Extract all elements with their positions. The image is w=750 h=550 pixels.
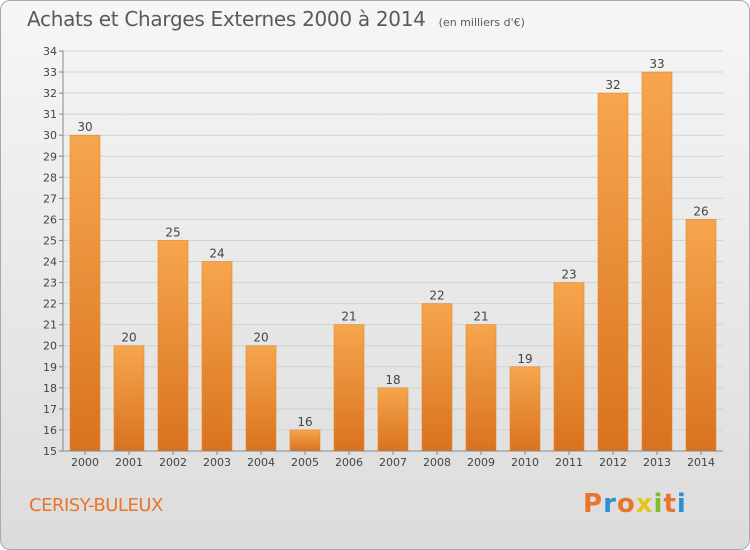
bar [641,71,673,452]
bar [69,134,101,452]
x-tick-label: 2003 [203,456,231,469]
logo-letter: x [635,489,654,519]
data-label: 30 [77,120,92,134]
y-tick-label: 16 [43,424,57,437]
bar [333,324,365,452]
x-tick-label: 2000 [71,456,99,469]
bar [509,366,541,452]
logo-letter: P [583,489,604,519]
data-label: 25 [165,225,180,239]
data-label: 21 [473,310,488,324]
bar [465,324,497,452]
bar [289,429,321,452]
bar [685,219,717,452]
y-tick-label: 19 [43,361,57,374]
proxiti-logo[interactable]: Proxiti [583,489,687,519]
x-tick-label: 2004 [247,456,275,469]
bar [245,345,277,452]
x-tick-label: 2010 [511,456,539,469]
bar [113,345,145,452]
x-tick-label: 2006 [335,456,363,469]
y-tick-label: 32 [43,87,57,100]
logo-letter: r [603,489,617,519]
logo-letter: i [676,489,687,519]
data-label: 20 [121,331,136,345]
x-tick-label: 2012 [599,456,627,469]
title-row: Achats et Charges Externes 2000 à 2014 (… [27,7,525,31]
y-tick-label: 29 [43,150,57,163]
bar [377,387,409,452]
bar [157,240,189,452]
logo-letter: t [663,489,677,519]
data-label: 19 [517,352,532,366]
y-tick-label: 20 [43,340,57,353]
logo-letter: i [653,489,664,519]
bar [597,92,629,452]
y-tick-label: 34 [43,45,57,58]
y-tick-label: 15 [43,445,57,458]
data-label: 20 [253,331,268,345]
x-tick-label: 2001 [115,456,143,469]
x-tick-label: 2011 [555,456,583,469]
y-tick-label: 26 [43,213,57,226]
chart-subtitle: (en milliers d'€) [438,16,525,29]
bar [553,282,585,452]
y-tick-label: 30 [43,129,57,142]
y-tick-label: 31 [43,108,57,121]
y-tick-label: 21 [43,319,57,332]
x-tick-label: 2008 [423,456,451,469]
chart-title: Achats et Charges Externes 2000 à 2014 [27,7,426,31]
data-label: 23 [561,268,576,282]
data-label: 32 [605,78,620,92]
bar [201,261,233,452]
y-tick-label: 24 [43,256,57,269]
x-tick-label: 2002 [159,456,187,469]
y-tick-label: 18 [43,382,57,395]
x-tick-label: 2007 [379,456,407,469]
x-tick-label: 2005 [291,456,319,469]
y-tick-label: 28 [43,171,57,184]
y-tick-label: 25 [43,234,57,247]
data-label: 21 [341,310,356,324]
data-label: 26 [693,204,708,218]
logo-letter: o [616,489,636,519]
x-tick-label: 2013 [643,456,671,469]
commune-name: CERISY-BULEUX [29,495,163,516]
y-tick-label: 17 [43,403,57,416]
y-tick-label: 33 [43,66,57,79]
x-tick-label: 2014 [687,456,715,469]
y-tick-label: 27 [43,192,57,205]
y-tick-label: 23 [43,277,57,290]
data-label: 18 [385,373,400,387]
x-tick-label: 2009 [467,456,495,469]
data-label: 24 [209,247,224,261]
data-label: 16 [297,415,312,429]
data-label: 33 [649,57,664,71]
data-label: 22 [429,289,444,303]
y-tick-label: 22 [43,298,57,311]
bar [421,303,453,452]
